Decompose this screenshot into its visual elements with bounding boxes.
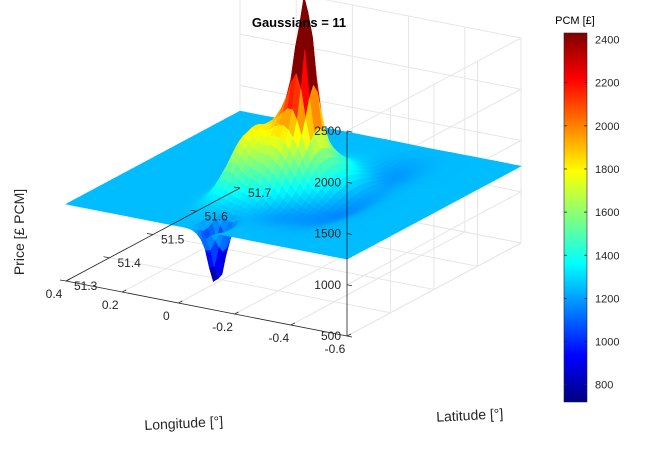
z-axis-label: Price [£ PCM] [11, 189, 27, 275]
chart-title: Gaussians = 11 [252, 15, 346, 30]
surface-plot [65, 0, 522, 282]
y-tick-label: 51.4 [118, 256, 142, 270]
z-tick-label: 2000 [314, 175, 341, 189]
colorbar-tick-label: 2200 [595, 78, 619, 90]
y-tick-label: 51.3 [74, 279, 98, 293]
x-axis-ticks: -0.6 -0.4 -0.2 0 0.2 0.4 [46, 278, 352, 356]
y-axis-label: Latitude [°] [436, 405, 504, 424]
z-tick-label: 500 [321, 329, 341, 343]
colorbar [563, 32, 588, 403]
y-tick-label: 51.5 [161, 233, 185, 247]
colorbar-tick-label: 2400 [595, 34, 619, 46]
colorbar-tick-label: 800 [595, 380, 613, 392]
y-axis-ticks: 51.3 51.4 51.5 51.6 51.7 [59, 186, 272, 293]
z-axis-ticks: 500 1000 1500 2000 2500 [314, 124, 353, 343]
x-tick-label: -0.2 [212, 320, 233, 334]
x-tick-label: 0 [163, 309, 170, 323]
colorbar-tick-label: 1600 [595, 207, 619, 219]
x-tick-label: -0.6 [325, 342, 346, 356]
x-tick-label: -0.4 [268, 331, 289, 345]
colorbar-tick-label: 1000 [595, 337, 619, 349]
colorbar-label: PCM [£] [555, 15, 595, 27]
colorbar-ticks: 800 1000 1200 1400 1600 1800 2000 2200 2400 [564, 34, 619, 392]
colorbar-tick-label: 2000 [595, 121, 619, 133]
x-tick-label: 0.2 [102, 298, 119, 312]
y-tick-label: 51.6 [205, 209, 229, 223]
z-tick-label: 2500 [314, 124, 341, 138]
colorbar-tick-label: 1400 [595, 250, 619, 262]
colorbar-tick-label: 1200 [595, 293, 619, 305]
y-tick-label: 51.7 [248, 186, 272, 200]
x-axis-label: Longitude [°] [144, 413, 224, 433]
z-tick-label: 1500 [314, 227, 341, 241]
colorbar-tick-label: 1800 [595, 164, 619, 176]
x-tick-label: 0.4 [46, 287, 63, 301]
z-tick-label: 1000 [314, 278, 341, 292]
